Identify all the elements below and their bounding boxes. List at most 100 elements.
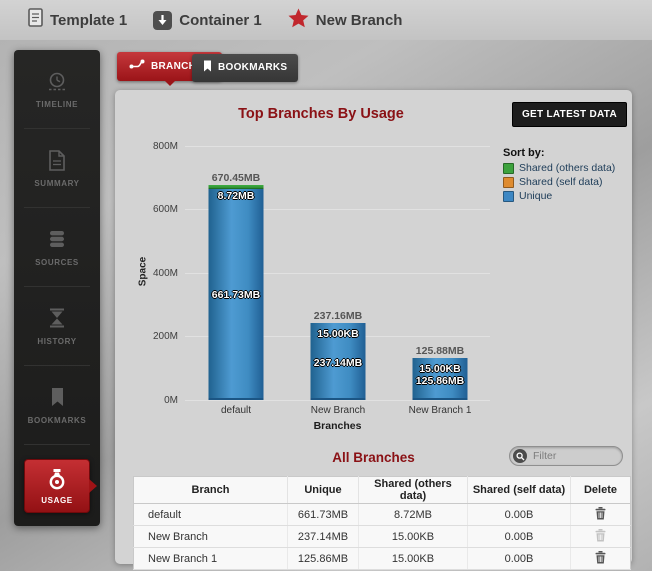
table-row: New Branch 237.14MB 15.00KB 0.00B [133, 525, 631, 548]
usage-icon [46, 468, 68, 490]
breadcrumb-container[interactable]: Container 1 [153, 10, 262, 30]
delete-branch-button[interactable] [595, 528, 606, 542]
x-category-label: New Branch 1 [408, 405, 472, 416]
cell-unique: 237.14MB [287, 525, 359, 548]
col-header-unique: Unique [287, 476, 359, 504]
delete-branch-button[interactable] [595, 506, 606, 520]
summary-icon [46, 149, 68, 171]
sidebar-item-label: SOURCES [35, 258, 79, 267]
col-header-branch: Branch [133, 476, 288, 504]
legend-title: Sort by: [503, 147, 545, 159]
sidebar-item-label: USAGE [41, 495, 73, 505]
col-header-shared-self: Shared (self data) [467, 476, 571, 504]
filter-input[interactable] [527, 450, 622, 462]
bar [310, 322, 366, 400]
tab-label: BOOKMARKS [218, 62, 288, 73]
sidebar-item-usage[interactable]: USAGE [24, 458, 97, 513]
breadcrumb-template-label: Template 1 [50, 11, 128, 29]
cell-branch: New Branch 1 [133, 547, 288, 570]
history-icon [46, 307, 68, 329]
sidebar-item-usage-wrap: USAGE [14, 445, 100, 526]
y-axis-title: Space [137, 256, 149, 287]
bar-shared-label: 15.00KB [419, 363, 461, 376]
cell-shared-self: 0.00B [467, 503, 571, 526]
legend-item-unique[interactable]: Unique [503, 190, 615, 202]
bar-unique-label: 125.86MB [415, 375, 465, 388]
y-tick: 600M [152, 204, 178, 215]
bar-total-label: 237.16MB [313, 309, 363, 322]
breadcrumb-container-label: Container 1 [179, 11, 262, 29]
y-tick: 400M [152, 268, 178, 279]
y-tick: 800M [152, 141, 178, 152]
container-icon [153, 10, 173, 30]
legend-swatch-green [503, 162, 514, 174]
main-panel: Top Branches By Usage GET LATEST DATA 80… [115, 90, 632, 570]
sources-icon [46, 228, 68, 250]
col-header-shared-others: Shared (others data) [358, 476, 468, 504]
delete-branch-button[interactable] [595, 550, 606, 564]
x-category-label: default [220, 405, 252, 416]
cell-shared-self: 0.00B [467, 547, 571, 570]
legend-swatch-orange [503, 176, 514, 188]
search-icon [513, 449, 527, 463]
bar-total-label: 670.45MB [211, 172, 261, 185]
tab-label: BRANCHES [151, 60, 211, 72]
gridline [185, 209, 490, 210]
y-tick: 200M [152, 331, 178, 342]
chart-title: Top Branches By Usage [238, 106, 404, 122]
legend-label: Shared (others data) [519, 162, 616, 174]
legend-item-shared-others[interactable]: Shared (others data) [503, 162, 615, 174]
bookmark-icon [203, 60, 212, 75]
cell-shared-others: 15.00KB [358, 525, 468, 548]
bar-segment-shared-others [208, 185, 264, 190]
cell-shared-self: 0.00B [467, 525, 571, 548]
gridline [185, 146, 490, 147]
sidebar-item-label: HISTORY [37, 337, 77, 346]
bar-shared-label: 15.00KB [317, 327, 359, 340]
cell-branch: New Branch [133, 525, 288, 548]
branches-table: Branch Unique Shared (others data) Share… [133, 476, 631, 570]
x-axis-line [185, 400, 490, 401]
bar-shared-label: 8.72MB [217, 190, 255, 203]
sidebar-item-summary[interactable]: SUMMARY [14, 129, 100, 208]
usage-chart: 800M 600M 400M 200M 0M Space 670.45MB 8.… [138, 141, 491, 416]
document-icon [28, 8, 43, 32]
branch-icon [129, 59, 145, 73]
all-branches-title: All Branches [332, 450, 415, 465]
bookmark-icon [46, 386, 68, 408]
bar-unique-label: 661.73MB [211, 288, 261, 301]
bar-group-new-branch: 237.16MB 15.00KB 237.14MB New Branch [287, 146, 389, 416]
cell-shared-others: 8.72MB [358, 503, 468, 526]
gridline [185, 273, 490, 274]
cell-shared-others: 15.00KB [358, 547, 468, 570]
legend-item-shared-self[interactable]: Shared (self data) [503, 176, 615, 188]
breadcrumb-branch[interactable]: New Branch [288, 8, 403, 33]
bar-group-default: 670.45MB 8.72MB 661.73MB default [185, 146, 287, 416]
bar-unique-label: 237.14MB [313, 357, 363, 370]
star-icon [288, 8, 309, 33]
legend-label: Shared (self data) [519, 176, 603, 188]
tab-bookmarks[interactable]: BOOKMARKS [192, 54, 299, 82]
sidebar-item-timeline[interactable]: TIMELINE [14, 50, 100, 129]
sidebar-item-label: SUMMARY [34, 179, 80, 188]
sidebar-item-label: BOOKMARKS [27, 416, 87, 425]
table-row: default 661.73MB 8.72MB 0.00B [133, 503, 631, 526]
chart-legend: Sort by: Shared (others data) Shared (se… [503, 147, 615, 204]
sidebar-item-history[interactable]: HISTORY [14, 287, 100, 366]
cell-branch: default [133, 503, 288, 526]
bar-group-new-branch-1: 125.88MB 15.00KB 125.86MB New Branch 1 [389, 146, 491, 416]
sidebar-item-sources[interactable]: SOURCES [14, 208, 100, 287]
col-header-delete: Delete [570, 476, 631, 504]
table-header-row: Branch Unique Shared (others data) Share… [133, 476, 631, 504]
get-latest-data-button[interactable]: GET LATEST DATA [511, 102, 627, 127]
sidebar: TIMELINE SUMMARY SOURCES HISTORY BOOKMAR… [14, 50, 100, 526]
breadcrumb-branch-label: New Branch [315, 11, 403, 29]
cell-unique: 661.73MB [287, 503, 359, 526]
bar [412, 358, 468, 400]
sidebar-item-label: TIMELINE [35, 100, 79, 109]
y-tick: 0M [164, 395, 178, 406]
sidebar-item-bookmarks[interactable]: BOOKMARKS [14, 366, 100, 445]
legend-swatch-blue [503, 190, 514, 202]
breadcrumb-template[interactable]: Template 1 [28, 8, 127, 32]
filter-box [509, 446, 623, 466]
